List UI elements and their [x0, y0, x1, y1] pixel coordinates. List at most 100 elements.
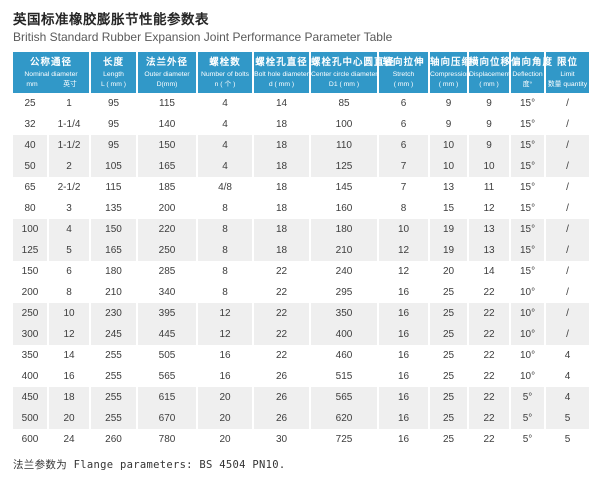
table-cell: 160: [309, 198, 379, 219]
table-cell: 9: [428, 114, 469, 135]
column-header-unit: ( mm ): [393, 81, 414, 88]
table-cell: 255: [89, 387, 138, 408]
table-cell: 100: [13, 219, 48, 240]
table-cell: 3: [46, 198, 91, 219]
table-cell: 85: [309, 93, 379, 114]
table-cell: 4: [544, 387, 590, 408]
column-header-zh: 轴向拉伸: [382, 57, 425, 68]
table-cell: 15°: [509, 156, 546, 177]
column-header-zh: 轴向压缩: [430, 57, 473, 68]
table-cell: 125: [309, 156, 379, 177]
column-header-10: 限位 Limit 数量 quantity: [544, 52, 590, 93]
table-cell: 6: [377, 93, 430, 114]
column-header-9: 偏向角度 Deflection 度°: [509, 52, 554, 93]
column-header-zh: 偏向角度: [511, 57, 554, 68]
table-cell: 8: [46, 282, 91, 303]
table-cell: 10°: [509, 345, 546, 366]
table-cell: 565: [309, 387, 379, 408]
table-row: 450 18 255 615 20 26 565 16 25 22 5° 4: [13, 387, 590, 408]
column-header-zh: 螺栓孔中心圆直径: [311, 57, 396, 68]
parameter-table: 公称通径 Nominal diameter mm 英寸 长度 Length L ( mm )…: [13, 52, 590, 450]
table-cell: 15°: [509, 114, 546, 135]
table-cell: 30: [252, 429, 311, 450]
table-cell: 18: [252, 219, 311, 240]
table-cell: 14: [467, 261, 511, 282]
table-cell: 22: [467, 429, 511, 450]
table-cell: 1-1/4: [46, 114, 91, 135]
table-cell: 350: [309, 303, 379, 324]
table-cell: 20: [428, 261, 469, 282]
column-header-4: 螺栓孔直径 Bolt hole diameter d ( mm ): [252, 52, 311, 93]
table-cell: 165: [136, 156, 198, 177]
column-header-en: Number of bolts: [201, 71, 249, 78]
table-cell: 5: [544, 408, 590, 429]
table-row: 300 12 245 445 12 22 400 16 25 22 10° /: [13, 324, 590, 345]
table-cell: 22: [467, 282, 511, 303]
table-cell: 2-1/2: [46, 177, 91, 198]
table-cell: 95: [89, 93, 138, 114]
table-cell: 780: [136, 429, 198, 450]
table-cell: 16: [377, 366, 430, 387]
table-cell: 80: [24, 203, 36, 214]
table-cell: 180: [309, 219, 379, 240]
table-cell: 24: [46, 429, 91, 450]
table-row: 80 3 135 200 8 18 160 8 15 12 15° /: [13, 198, 590, 219]
table-cell: 115: [136, 93, 198, 114]
table-cell: /: [544, 324, 590, 345]
table-cell: 22: [467, 387, 511, 408]
table-cell: 180: [89, 261, 138, 282]
table-cell: 16: [46, 366, 91, 387]
table-cell: 22: [252, 282, 311, 303]
column-header-zh: 法兰外径: [146, 57, 189, 68]
table-cell: 110: [309, 135, 379, 156]
table-cell: 16: [377, 387, 430, 408]
table-cell: 32: [24, 119, 36, 130]
table-cell: 8: [196, 261, 254, 282]
table-cell: 200: [136, 198, 198, 219]
column-header-zh: 螺栓孔直径: [255, 57, 308, 68]
table-cell: 12: [196, 324, 254, 345]
table-cell: 11: [467, 177, 511, 198]
table-cell: 6: [377, 135, 430, 156]
table-cell: 16: [377, 345, 430, 366]
table-cell: 10°: [509, 324, 546, 345]
table-row: 50 2 105 165 4 18 125 7 10 10 15° /: [13, 156, 590, 177]
table-cell: 16: [377, 324, 430, 345]
table-row: 400 16 255 565 16 26 515 16 25 22 10° 4: [13, 366, 590, 387]
table-cell: 210: [309, 240, 379, 261]
table-cell: 9: [428, 93, 469, 114]
table-cell: 5°: [509, 408, 546, 429]
column-header-en: Displacement: [469, 71, 511, 78]
table-cell: 250: [136, 240, 198, 261]
table-cell: 22: [252, 345, 311, 366]
table-cell: 395: [136, 303, 198, 324]
table-row: 125 5 165 250 8 18 210 12 19 13 15° /: [13, 240, 590, 261]
page-title-zh: 英国标准橡胶膨胀节性能参数表: [13, 12, 209, 27]
table-cell: 340: [136, 282, 198, 303]
table-cell: 165: [89, 240, 138, 261]
table-cell: 245: [89, 324, 138, 345]
table-cell: 12: [467, 198, 511, 219]
column-header-6: 轴向拉伸 Stretch ( mm ): [377, 52, 430, 93]
table-cell: 140: [136, 114, 198, 135]
column-header-zh: 横向位移: [469, 57, 512, 68]
table-cell: 150: [136, 135, 198, 156]
table-row: 40 1-1/2 95 150 4 18 110 6 10 9 15° /: [13, 135, 590, 156]
table-cell: 10: [428, 135, 469, 156]
table-cell: 15: [428, 198, 469, 219]
column-header-en: Limit: [560, 71, 575, 78]
table-cell: 22: [467, 345, 511, 366]
table-cell: /: [544, 240, 590, 261]
column-header-zh: 公称通径: [30, 57, 73, 68]
table-cell: 15°: [509, 240, 546, 261]
table-cell: 12: [377, 240, 430, 261]
table-cell: 5: [544, 429, 590, 450]
table-cell: 13: [428, 177, 469, 198]
table-cell: 220: [136, 219, 198, 240]
table-cell: 100: [309, 114, 379, 135]
table-cell: 7: [377, 177, 430, 198]
table-cell: 18: [252, 198, 311, 219]
table-cell: /: [544, 219, 590, 240]
table-cell: 450: [13, 387, 48, 408]
table-cell: 350: [21, 350, 39, 361]
